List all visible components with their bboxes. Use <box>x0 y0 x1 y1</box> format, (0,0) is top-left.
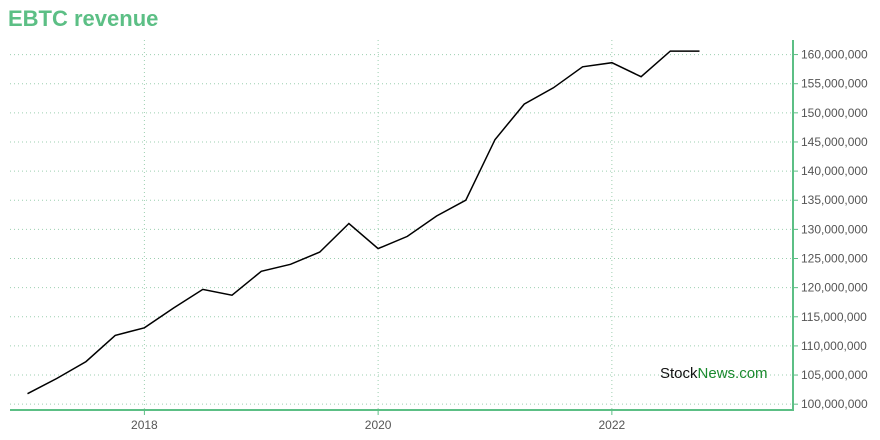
y-tick-label: 130,000,000 <box>801 222 868 236</box>
y-tick-label: 110,000,000 <box>801 339 867 353</box>
y-tick-label: 105,000,000 <box>801 368 868 382</box>
x-axis-ticks: 2018 2020 2022 <box>131 410 626 432</box>
y-tick-label: 140,000,000 <box>801 164 868 178</box>
y-axis-ticks: 100,000,000 105,000,000 110,000,000 115,000… <box>793 48 868 411</box>
y-tick-label: 155,000,000 <box>801 77 868 91</box>
stocknews-watermark: StockNews.com <box>660 365 768 382</box>
watermark-part1: Stock <box>660 365 698 382</box>
y-tick-label: 150,000,000 <box>801 106 868 120</box>
watermark-part3: .com <box>735 365 768 382</box>
axes <box>10 40 794 411</box>
grid-lines <box>10 40 793 410</box>
y-tick-label: 100,000,000 <box>801 397 868 411</box>
y-tick-label: 120,000,000 <box>801 281 868 295</box>
watermark-part2: News <box>697 365 736 382</box>
x-tick-label: 2022 <box>599 418 626 432</box>
y-tick-label: 115,000,000 <box>801 310 867 324</box>
chart-title: EBTC revenue <box>8 6 159 31</box>
revenue-series-line <box>27 50 700 395</box>
y-tick-label: 145,000,000 <box>801 135 868 149</box>
x-tick-label: 2018 <box>131 418 158 432</box>
y-tick-label: 135,000,000 <box>801 193 868 207</box>
y-tick-label: 125,000,000 <box>801 252 868 266</box>
x-tick-label: 2020 <box>365 418 392 432</box>
y-tick-label: 160,000,000 <box>801 48 868 62</box>
